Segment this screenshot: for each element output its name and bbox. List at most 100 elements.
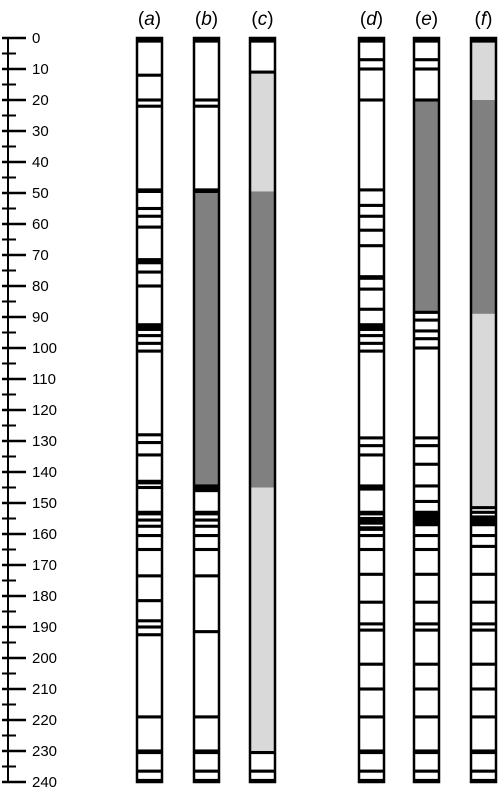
band xyxy=(137,323,162,331)
band xyxy=(471,544,496,548)
tick-label: 80 xyxy=(32,278,49,295)
band xyxy=(471,687,496,691)
band xyxy=(137,284,162,288)
band xyxy=(137,510,162,516)
column-label: (f) xyxy=(475,9,493,30)
band xyxy=(414,98,439,102)
band xyxy=(194,188,219,193)
band xyxy=(137,574,162,578)
tick-label: 0 xyxy=(32,30,40,47)
band xyxy=(137,349,162,353)
band xyxy=(471,572,496,576)
band xyxy=(137,769,162,773)
band xyxy=(414,484,439,488)
region-light xyxy=(471,42,496,100)
band xyxy=(359,287,384,291)
band xyxy=(137,633,162,637)
band xyxy=(137,214,162,218)
tick-label: 150 xyxy=(32,495,57,512)
band xyxy=(359,628,384,632)
band xyxy=(414,510,439,527)
band xyxy=(250,70,275,74)
band xyxy=(359,600,384,604)
band xyxy=(414,662,439,666)
tick-label: 210 xyxy=(32,681,57,698)
band xyxy=(414,337,439,341)
column-f: (f) xyxy=(469,9,498,784)
band xyxy=(194,769,219,773)
tick-label: 90 xyxy=(32,309,49,326)
tick-label: 180 xyxy=(32,588,57,605)
tick-label: 60 xyxy=(32,216,49,233)
band xyxy=(137,518,162,522)
band xyxy=(194,630,219,634)
tick-label: 220 xyxy=(32,712,57,729)
column-e: (e) xyxy=(412,9,441,784)
tick-label: 30 xyxy=(32,123,49,140)
band xyxy=(137,341,162,345)
band xyxy=(359,622,384,626)
band xyxy=(359,436,384,440)
band xyxy=(414,572,439,576)
band xyxy=(137,524,162,528)
column-label: (d) xyxy=(360,9,383,30)
columns-group: (a) (b) (c) (d) (e) (f) xyxy=(135,9,498,784)
region-light xyxy=(250,73,275,192)
tick-label: 140 xyxy=(32,464,57,481)
band xyxy=(137,453,162,457)
band xyxy=(137,619,162,623)
band xyxy=(471,778,496,782)
tick-label: 20 xyxy=(32,92,49,109)
band xyxy=(194,510,219,516)
column-label: (a) xyxy=(138,9,161,30)
tick-label: 130 xyxy=(32,433,57,450)
column-label: (c) xyxy=(251,9,273,30)
region-dark xyxy=(414,100,439,313)
band xyxy=(359,572,384,576)
band xyxy=(137,778,162,782)
band xyxy=(414,769,439,773)
tick-label: 240 xyxy=(32,774,57,790)
band xyxy=(137,625,162,629)
band xyxy=(194,524,219,528)
band xyxy=(137,225,162,229)
band xyxy=(359,687,384,691)
column-background xyxy=(359,38,384,782)
depth-scale-axis: 0 10 20 30 40 50 60 70 80 90 100 110 120 130 140 150 160… xyxy=(2,30,57,790)
column-outline xyxy=(357,36,386,784)
column-d: (d) xyxy=(357,9,386,784)
band xyxy=(250,778,275,782)
band xyxy=(359,188,384,192)
band xyxy=(414,310,439,314)
band xyxy=(414,600,439,604)
column-outline xyxy=(412,36,441,784)
band xyxy=(137,104,162,108)
band xyxy=(250,38,275,43)
band xyxy=(359,98,384,102)
band xyxy=(359,341,384,345)
band xyxy=(137,334,162,338)
band xyxy=(194,104,219,108)
region-dark xyxy=(471,100,496,314)
band xyxy=(137,749,162,755)
band xyxy=(137,715,162,719)
band xyxy=(414,444,439,448)
band xyxy=(194,574,219,578)
band xyxy=(359,547,384,552)
band xyxy=(471,769,496,773)
column-outline xyxy=(248,36,277,784)
tick-label: 110 xyxy=(32,371,56,388)
band xyxy=(250,751,275,755)
band xyxy=(414,622,439,626)
band xyxy=(137,433,162,437)
band xyxy=(194,534,219,538)
tick-label: 190 xyxy=(32,619,57,636)
tick-label: 200 xyxy=(32,650,57,667)
band xyxy=(414,329,439,333)
band xyxy=(414,436,439,440)
band xyxy=(194,778,219,782)
column-outline xyxy=(135,36,164,784)
band xyxy=(137,485,162,490)
band xyxy=(137,206,162,211)
